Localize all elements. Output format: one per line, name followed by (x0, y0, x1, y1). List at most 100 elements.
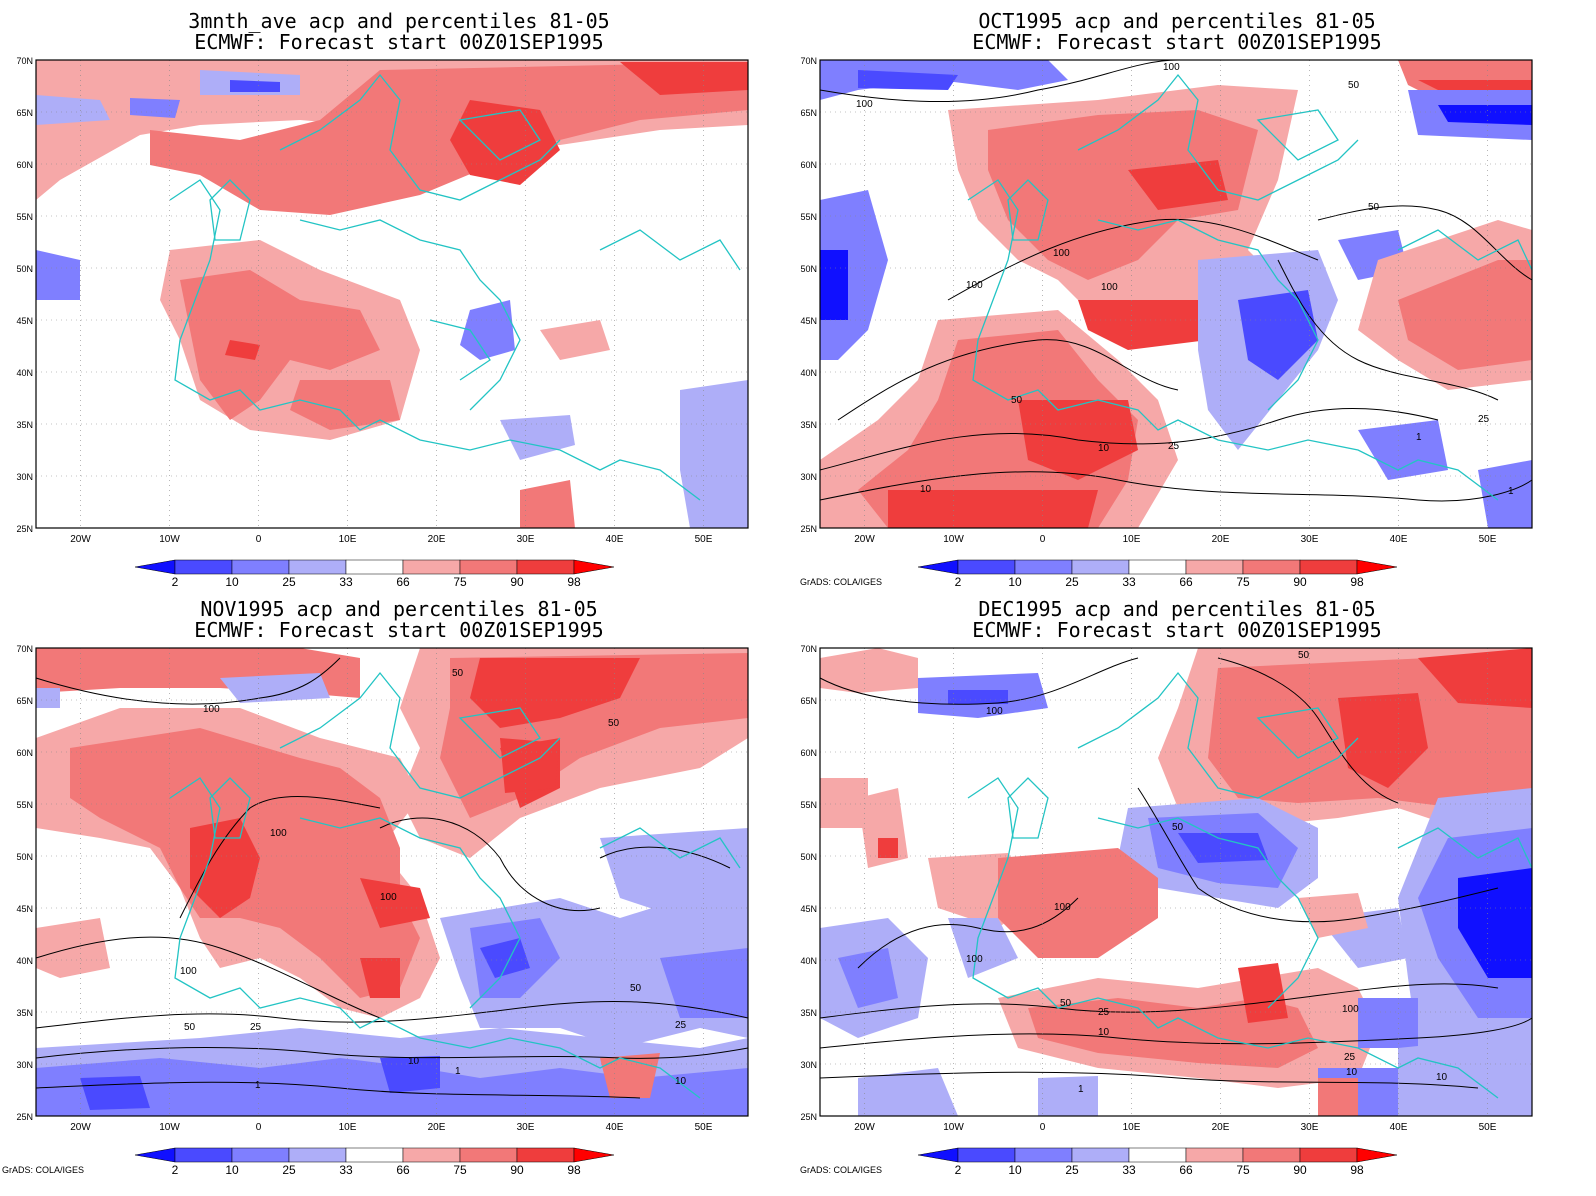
x-tick-label: 40E (1390, 534, 1408, 545)
colorbar-label: 90 (510, 1163, 524, 1177)
contour-label: 50 (1011, 395, 1023, 406)
panel-title-line2: ECMWF: Forecast start 00Z01SEP1995 (972, 618, 1382, 642)
contour-label: 50 (184, 1022, 196, 1033)
y-tick-label: 25N (800, 524, 817, 534)
y-tick-label: 45N (800, 904, 817, 914)
contour-label: 100 (966, 954, 983, 965)
x-tick-label: 30E (1301, 1122, 1319, 1133)
y-tick-label: 55N (800, 800, 817, 810)
colorbar-segment (174, 1147, 233, 1163)
colorbar-segment (345, 1147, 404, 1163)
map-plot: 20W 10W 0 10E 20E 30E 40E 50E 70N 65N 60N 55N 50N 45N… (16, 56, 749, 589)
colorbar-segment (1242, 559, 1301, 575)
contour-label: 10 (675, 1076, 687, 1087)
contour-label: 10 (1098, 1027, 1110, 1038)
y-tick-label: 25N (16, 1112, 33, 1122)
contour-label: 25 (1478, 414, 1490, 425)
x-tick-label: 0 (256, 534, 262, 545)
contour-label: 10 (1436, 1072, 1448, 1083)
coastlines (967, 671, 1533, 1099)
x-tick-label: 50E (1479, 534, 1497, 545)
colorbar-segment (402, 1147, 461, 1163)
colorbar-label: 75 (453, 1163, 467, 1177)
colorbar-segment (288, 559, 347, 575)
x-tick-label: 20W (854, 1122, 875, 1133)
y-tick-label: 30N (800, 472, 817, 482)
contour-label: 1 (1508, 486, 1514, 497)
y-tick-label: 35N (16, 420, 33, 430)
colorbar-segment (231, 559, 290, 575)
contour-label: 50 (1298, 650, 1310, 661)
grads-credit: GrADS: COLA/IGES (2, 1165, 84, 1175)
colorbar-label: 66 (396, 1163, 410, 1177)
y-tick-label: 70N (16, 56, 33, 66)
colorbar-segment (1356, 559, 1398, 575)
y-tick-label: 40N (16, 956, 33, 966)
y-tick-label: 35N (800, 1008, 817, 1018)
x-tick-label: 20E (1212, 1122, 1230, 1133)
x-tick-label: 10E (339, 534, 357, 545)
colorbar-segment (1185, 1147, 1244, 1163)
contour-label: 25 (1344, 1052, 1356, 1063)
shaded-percentiles (820, 648, 1532, 1116)
y-tick-label: 65N (800, 696, 817, 706)
y-tick-label: 35N (16, 1008, 33, 1018)
colorbar-label: 90 (1293, 1163, 1307, 1177)
gridlines (36, 647, 748, 1117)
axis-labels: 20W 10W 0 10E 20E 30E 40E 50E 70N 65N 60N 55N 50N 45N… (16, 56, 712, 545)
colorbar-segment (288, 1147, 347, 1163)
colorbar-label: 33 (339, 1163, 353, 1177)
panel-3mnth-ave: 3mnth_ave acp and percentiles 81-05 ECMW… (0, 0, 798, 598)
y-tick-label: 65N (16, 696, 33, 706)
contour-label: 50 (452, 668, 464, 679)
contour-label: 1 (455, 1066, 461, 1077)
panel-title-line1: OCT1995 acp and percentiles 81-05 (978, 9, 1376, 33)
map-frame (819, 59, 1533, 529)
colorbar-segment (573, 559, 615, 575)
colorbar-label: 2 (955, 1163, 962, 1177)
contour-label: 10 (408, 1056, 420, 1067)
x-tick-label: 40E (606, 1122, 624, 1133)
colorbar-label: 66 (1179, 1163, 1193, 1177)
contour-label: 100 (203, 704, 220, 715)
gridlines (820, 647, 1532, 1117)
x-tick-label: 50E (695, 534, 713, 545)
map-plot: 100 100 100 100 50 50 50 50 25 25 10 10 … (2, 644, 749, 1177)
colorbar-label: 98 (1350, 1163, 1364, 1177)
colorbar-label: 25 (1065, 1163, 1079, 1177)
contour-label: 10 (1098, 443, 1110, 454)
panel-oct1995: OCT1995 acp and percentiles 81-05 ECMWF:… (798, 0, 1596, 598)
shaded-percentiles (36, 648, 748, 1116)
contour-label: 100 (966, 280, 983, 291)
map-frame (35, 647, 749, 1117)
y-tick-label: 65N (800, 108, 817, 118)
y-tick-label: 55N (800, 212, 817, 222)
y-tick-label: 70N (800, 644, 817, 654)
colorbar-label: 66 (1179, 575, 1193, 589)
colorbar-segment (573, 1147, 615, 1163)
colorbar-label: 25 (282, 1163, 296, 1177)
colorbar-segment (1128, 559, 1187, 575)
colorbar-label: 98 (567, 1163, 581, 1177)
panel-nov1995: NOV1995 acp and percentiles 81-05 ECMWF:… (0, 598, 798, 1196)
colorbar-label: 33 (1122, 1163, 1136, 1177)
contour-label: 100 (1053, 248, 1070, 259)
x-tick-label: 50E (1479, 1122, 1497, 1133)
y-tick-label: 50N (800, 264, 817, 274)
y-tick-label: 30N (16, 1060, 33, 1070)
colorbar-segment (134, 1147, 176, 1163)
x-tick-label: 10E (339, 1122, 357, 1133)
colorbar-label: 25 (1065, 575, 1079, 589)
contour-labels: 100 100 100 100 100 50 50 50 25 25 10 10… (856, 62, 1514, 497)
contour-label: 50 (1368, 202, 1380, 213)
panel-title-line1: 3mnth_ave acp and percentiles 81-05 (188, 9, 610, 33)
colorbar-label: 2 (172, 1163, 179, 1177)
y-tick-label: 25N (16, 524, 33, 534)
colorbar-label: 66 (396, 575, 410, 589)
colorbar-label: 33 (339, 575, 353, 589)
colorbar-segment (917, 559, 959, 575)
contour-labels: 100 100 100 100 50 50 50 50 25 25 10 10 … (180, 668, 687, 1091)
contour-label: 100 (1163, 62, 1180, 73)
x-tick-label: 10E (1123, 534, 1141, 545)
colorbar-label: 98 (1350, 575, 1364, 589)
